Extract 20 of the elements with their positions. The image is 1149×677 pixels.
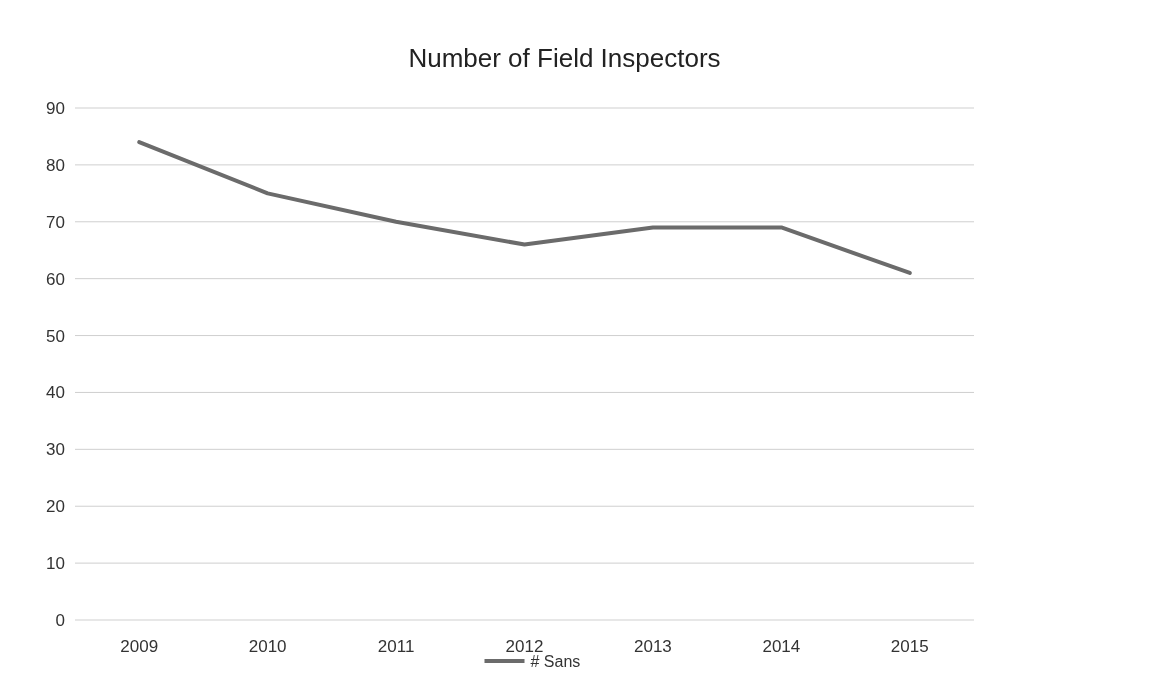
- y-tick-label: 90: [46, 98, 65, 118]
- y-tick-label: 10: [46, 554, 65, 574]
- y-tick-label: 0: [55, 610, 65, 630]
- x-tick-label: 2010: [248, 637, 287, 656]
- y-tick-label: 30: [46, 440, 65, 460]
- x-tick-label: 2012: [505, 637, 544, 656]
- x-tick-label: 2013: [634, 637, 672, 656]
- y-tick-label: 80: [46, 155, 65, 175]
- x-tick-label: 2014: [762, 637, 801, 656]
- y-tick-label: 60: [46, 269, 65, 289]
- x-tick-label: 2009: [120, 637, 159, 656]
- legend-label: # Sans: [530, 653, 581, 670]
- y-tick-label: 70: [46, 212, 65, 232]
- line-series: [137, 140, 912, 275]
- chart-title: Number of Field Inspectors: [408, 43, 721, 73]
- y-tick-label: 40: [46, 383, 65, 403]
- y-tick-label: 50: [46, 326, 65, 346]
- y-tick-label: 20: [46, 497, 65, 517]
- x-tick-label: 2015: [890, 637, 929, 656]
- x-tick-label: 2011: [377, 637, 415, 656]
